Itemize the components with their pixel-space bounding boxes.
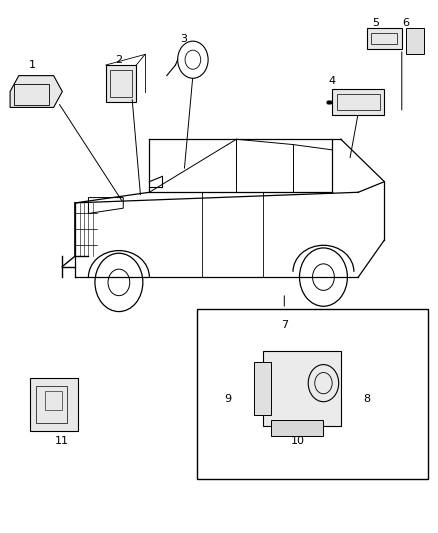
Bar xyxy=(197,309,428,479)
Bar xyxy=(332,89,385,115)
Text: 1: 1 xyxy=(28,60,35,70)
Bar xyxy=(106,65,136,102)
Polygon shape xyxy=(10,76,62,108)
Text: 8: 8 xyxy=(364,394,371,404)
Text: 11: 11 xyxy=(55,437,69,447)
Bar xyxy=(45,391,62,410)
Text: 6: 6 xyxy=(403,18,410,28)
Bar xyxy=(36,386,67,423)
Bar xyxy=(367,28,402,49)
Bar xyxy=(14,84,49,105)
Text: 3: 3 xyxy=(181,34,187,44)
Text: 2: 2 xyxy=(115,55,123,64)
Bar xyxy=(254,362,271,415)
Bar xyxy=(406,28,424,54)
Text: 5: 5 xyxy=(372,18,379,28)
Text: 4: 4 xyxy=(328,76,336,86)
Bar xyxy=(371,33,397,44)
Bar xyxy=(30,378,78,431)
Bar xyxy=(262,351,341,425)
Bar xyxy=(336,94,380,110)
Text: 9: 9 xyxy=(224,394,231,404)
Text: 7: 7 xyxy=(281,320,288,330)
Bar xyxy=(110,70,132,97)
Text: 10: 10 xyxy=(290,437,304,447)
Bar xyxy=(271,420,323,436)
